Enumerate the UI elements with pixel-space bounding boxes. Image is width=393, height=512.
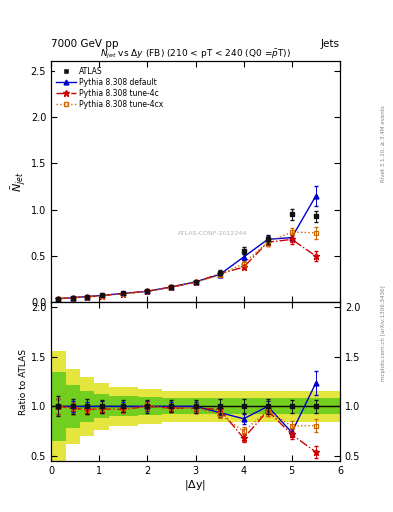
Text: mcplots.cern.ch [arXiv:1306.3436]: mcplots.cern.ch [arXiv:1306.3436] — [381, 285, 386, 380]
Text: 7000 GeV pp: 7000 GeV pp — [51, 38, 119, 49]
Text: ATLAS-CONF-2012244: ATLAS-CONF-2012244 — [178, 231, 248, 236]
Y-axis label: Ratio to ATLAS: Ratio to ATLAS — [19, 349, 28, 415]
Y-axis label: $\bar{N}_{jet}$: $\bar{N}_{jet}$ — [9, 172, 28, 193]
Text: Rivet 3.1.10, ≥ 3.4M events: Rivet 3.1.10, ≥ 3.4M events — [381, 105, 386, 182]
Text: Jets: Jets — [321, 38, 340, 49]
Legend: ATLAS, Pythia 8.308 default, Pythia 8.308 tune-4c, Pythia 8.308 tune-4cx: ATLAS, Pythia 8.308 default, Pythia 8.30… — [55, 65, 164, 110]
Title: $N_{jet}$ vs $\Delta y$ (FB) (210 < pT < 240 (Q0 =$\bar{p}$T)): $N_{jet}$ vs $\Delta y$ (FB) (210 < pT <… — [100, 48, 291, 61]
X-axis label: |$\Delta$y|: |$\Delta$y| — [184, 478, 207, 493]
